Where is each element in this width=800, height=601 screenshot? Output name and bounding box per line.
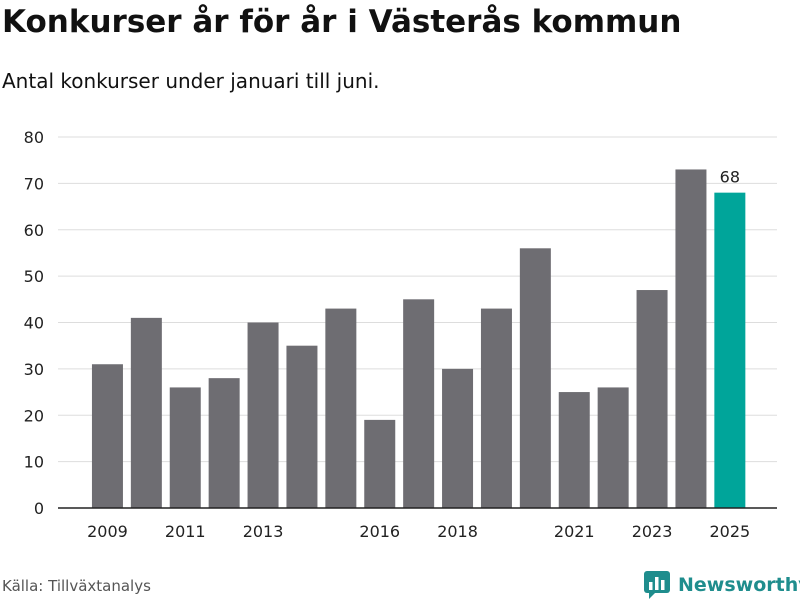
bar-2015 [325,308,357,508]
source-note: Källa: Tillväxtanalys [2,577,151,595]
bar-2013 [247,322,279,508]
bar-2018 [442,368,474,508]
x-tick-label: 2023 [632,522,673,541]
bars [91,169,746,509]
x-tick-label: 2009 [87,522,128,541]
bar-chart: 0 10 20 30 40 50 60 70 80 68 2009 2011 2013 2016 201… [24,128,777,541]
y-tick-label: 10 [24,453,44,472]
chart-subtitle: Antal konkurser under januari till juni. [2,69,380,93]
bar-2011 [169,387,201,508]
y-tick-label: 30 [24,360,44,379]
bar-2020 [519,248,551,509]
x-tick-label: 2013 [243,522,284,541]
y-tick-label: 50 [24,267,44,286]
x-axis-tick-labels: 2009 2011 2013 2016 2018 2021 2023 2025 [87,522,750,541]
y-tick-label: 70 [24,174,44,193]
y-tick-label: 60 [24,221,44,240]
bar-2009 [91,364,123,508]
x-tick-label: 2018 [437,522,478,541]
bar-2025 [714,192,746,508]
bar-2023 [636,290,668,508]
bar-chart-logo-icon [644,571,670,599]
data-label-2025: 68 [720,168,740,187]
bar-2022 [597,387,629,508]
y-tick-label: 20 [24,406,44,425]
chart-title: Konkurser år för år i Västerås kommun [2,4,682,40]
x-tick-label: 2016 [359,522,400,541]
y-tick-label: 0 [34,499,44,518]
brand-name: Newsworthy [678,574,800,596]
bar-2010 [130,317,162,508]
bar-2017 [403,299,435,508]
data-labels: 68 [720,168,740,187]
y-tick-label: 80 [24,128,44,147]
brand-logo[interactable]: Newsworthy [644,569,800,601]
y-axis-tick-labels: 0 10 20 30 40 50 60 70 80 [24,128,44,518]
bar-2012 [208,378,240,508]
x-tick-label: 2021 [554,522,595,541]
bar-2016 [364,419,396,508]
bar-2014 [286,345,318,508]
bar-2019 [480,308,512,508]
x-tick-label: 2025 [709,522,750,541]
x-tick-label: 2011 [165,522,206,541]
bar-2021 [558,392,590,508]
y-tick-label: 40 [24,314,44,333]
bar-2024 [675,169,707,508]
